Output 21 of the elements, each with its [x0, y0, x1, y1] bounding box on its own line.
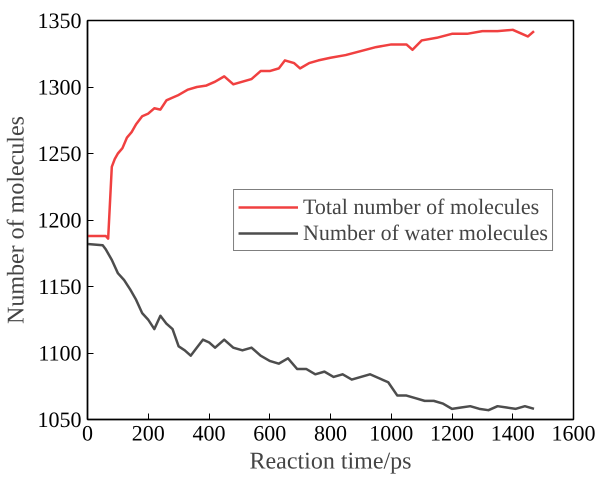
y-tick-label: 1100 — [38, 340, 82, 366]
x-tick-label: 600 — [253, 420, 286, 446]
y-tick-label: 1150 — [38, 274, 82, 299]
x-tick-label: 1600 — [552, 420, 596, 446]
y-tick-label: 1200 — [38, 208, 82, 232]
y-tick-label: 1300 — [38, 74, 82, 100]
y-axis-title: Number of molecules — [4, 116, 30, 324]
x-tick-label: 200 — [132, 420, 165, 446]
y-tick-label: 1350 — [38, 8, 82, 33]
x-axis-title: Reaction time/ps — [250, 448, 412, 474]
line-series — [88, 242, 536, 412]
y-tick-label: 1050 — [38, 407, 82, 432]
x-tick-label: 400 — [192, 420, 226, 446]
legend-label: Number of water molecules — [303, 220, 548, 246]
x-tick-label: 1200 — [430, 420, 474, 446]
x-tick-label: 1000 — [369, 420, 414, 446]
legend-label: Total number of molecules — [303, 194, 540, 220]
x-tick-label: 800 — [314, 420, 347, 446]
x-tick-label: 1400 — [490, 420, 535, 446]
y-tick-label: 1250 — [38, 141, 82, 166]
x-tick-label: 0 — [82, 420, 93, 446]
